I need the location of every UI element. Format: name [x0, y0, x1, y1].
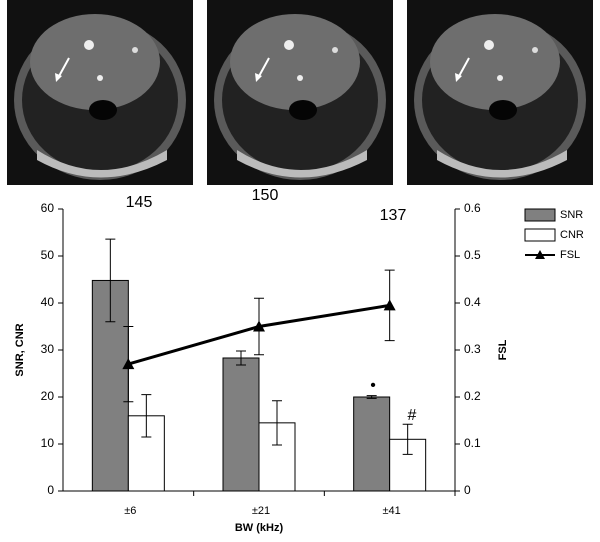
y-tick-label: 10	[41, 436, 55, 450]
y-tick-label: 30	[41, 342, 55, 356]
legend-label: FSL	[560, 249, 580, 261]
annotation: •	[370, 377, 376, 394]
error-bar	[402, 423, 413, 455]
legend-swatch	[524, 208, 556, 222]
error-bar	[105, 238, 116, 323]
x-axis-label: BW (kHz)	[235, 522, 284, 534]
mri-image	[6, 0, 194, 186]
error-bar	[366, 395, 377, 399]
y2-tick-label: 0.3	[464, 342, 481, 356]
legend-label: SNR	[560, 209, 583, 221]
image-label: 150	[252, 187, 279, 204]
y2-tick-label: 0	[464, 483, 471, 497]
y2-tick-label: 0.6	[464, 201, 481, 215]
fsl-marker	[253, 320, 265, 332]
image-label: 145	[126, 194, 153, 211]
y-tick-label: 60	[41, 201, 55, 215]
x-tick-label: ±41	[383, 505, 401, 517]
x-tick-label: ±21	[252, 505, 270, 517]
y-tick-label: 50	[41, 248, 55, 262]
y-axis-label: SNR, CNR	[14, 323, 26, 376]
error-bar	[272, 400, 282, 446]
legend-label: CNR	[560, 229, 584, 241]
y2-tick-label: 0.5	[464, 248, 481, 262]
x-tick-label: ±6	[124, 505, 136, 517]
mri-image	[406, 0, 594, 186]
bar	[222, 357, 260, 492]
mri-image	[206, 0, 394, 186]
bar	[353, 396, 391, 492]
y-tick-label: 0	[47, 483, 54, 497]
image-label: 137	[380, 207, 407, 224]
annotation: #	[408, 407, 417, 424]
error-bar	[236, 350, 246, 366]
y2-tick-label: 0.2	[464, 389, 481, 403]
error-bar	[141, 394, 152, 438]
y2-tick-label: 0.1	[464, 436, 481, 450]
y-tick-label: 40	[41, 295, 55, 309]
y2-tick-label: 0.4	[464, 295, 481, 309]
legend-swatch	[524, 228, 556, 242]
fsl-marker	[122, 358, 135, 370]
fsl-marker	[383, 299, 396, 311]
y-tick-label: 20	[41, 389, 55, 403]
y2-axis-label: FSL	[497, 339, 509, 360]
legend-marker	[535, 250, 545, 259]
